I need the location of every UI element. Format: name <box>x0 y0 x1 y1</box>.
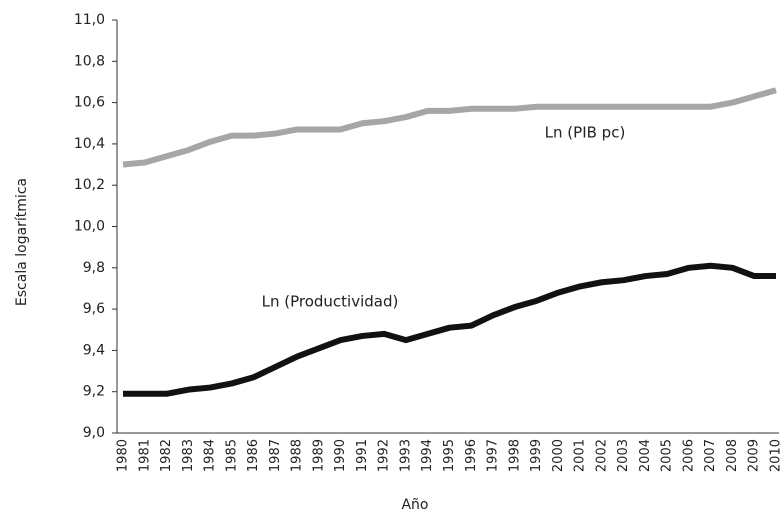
x-tick-label: 1985 <box>224 439 239 472</box>
x-tick-label: 1993 <box>398 439 413 472</box>
x-tick-label: 1986 <box>246 439 261 472</box>
x-tick-label: 1988 <box>290 439 305 472</box>
x-tick-label: 2009 <box>747 439 762 472</box>
x-tick-label: 1980 <box>116 439 131 472</box>
x-tick-label: 2002 <box>594 439 609 472</box>
x-tick-label: 1984 <box>203 439 218 472</box>
x-tick-label: 1987 <box>268 439 283 472</box>
y-tick-label: 10,6 <box>74 95 105 111</box>
y-tick-label: 10,0 <box>74 219 105 235</box>
y-tick-label: 9,6 <box>83 301 105 317</box>
series-line <box>123 262 776 397</box>
x-tick-label: 1999 <box>529 439 544 472</box>
y-tick-label: 9,8 <box>83 260 105 276</box>
x-tick-label: 1991 <box>355 439 370 472</box>
x-tick-label: 1998 <box>507 439 522 472</box>
x-tick-label: 1990 <box>333 439 348 472</box>
y-tick-label: 9,0 <box>83 425 105 441</box>
x-tick-label: 2004 <box>638 439 653 472</box>
y-tick-label: 10,4 <box>74 136 105 152</box>
x-tick-label: 2007 <box>703 439 718 472</box>
y-tick-label: 9,4 <box>83 342 105 358</box>
x-tick-label: 1992 <box>377 439 392 472</box>
series-annotation: Ln (PIB pc) <box>545 124 626 142</box>
y-tick-label: 10,2 <box>74 177 105 193</box>
x-tick-label: 1994 <box>420 439 435 472</box>
x-tick-label: 2005 <box>660 439 675 472</box>
x-axis-label: Año <box>401 497 428 513</box>
x-tick-label: 1983 <box>181 439 196 472</box>
series-annotation: Ln (Productividad) <box>262 293 399 311</box>
x-tick-label: 1982 <box>159 439 174 472</box>
x-tick-label: 1995 <box>442 439 457 472</box>
x-tick-label: 2008 <box>725 439 740 472</box>
x-tick-label: 2001 <box>573 439 588 472</box>
x-tick-label: 2003 <box>616 439 631 472</box>
x-tick-label: 1996 <box>464 439 479 472</box>
x-tick-label: 1981 <box>137 439 152 472</box>
x-tick-label: 2000 <box>551 439 566 472</box>
x-tick-label: 1989 <box>311 439 326 472</box>
y-tick-label: 11,0 <box>74 12 105 28</box>
y-tick-label: 9,2 <box>83 384 105 400</box>
y-axis-label: Escala logarítmica <box>14 178 30 306</box>
series-line <box>122 87 777 168</box>
y-tick-label: 10,8 <box>74 53 105 69</box>
x-tick-label: 1997 <box>486 439 501 472</box>
x-tick-label: 2010 <box>769 439 782 472</box>
x-tick-label: 2006 <box>681 439 696 472</box>
